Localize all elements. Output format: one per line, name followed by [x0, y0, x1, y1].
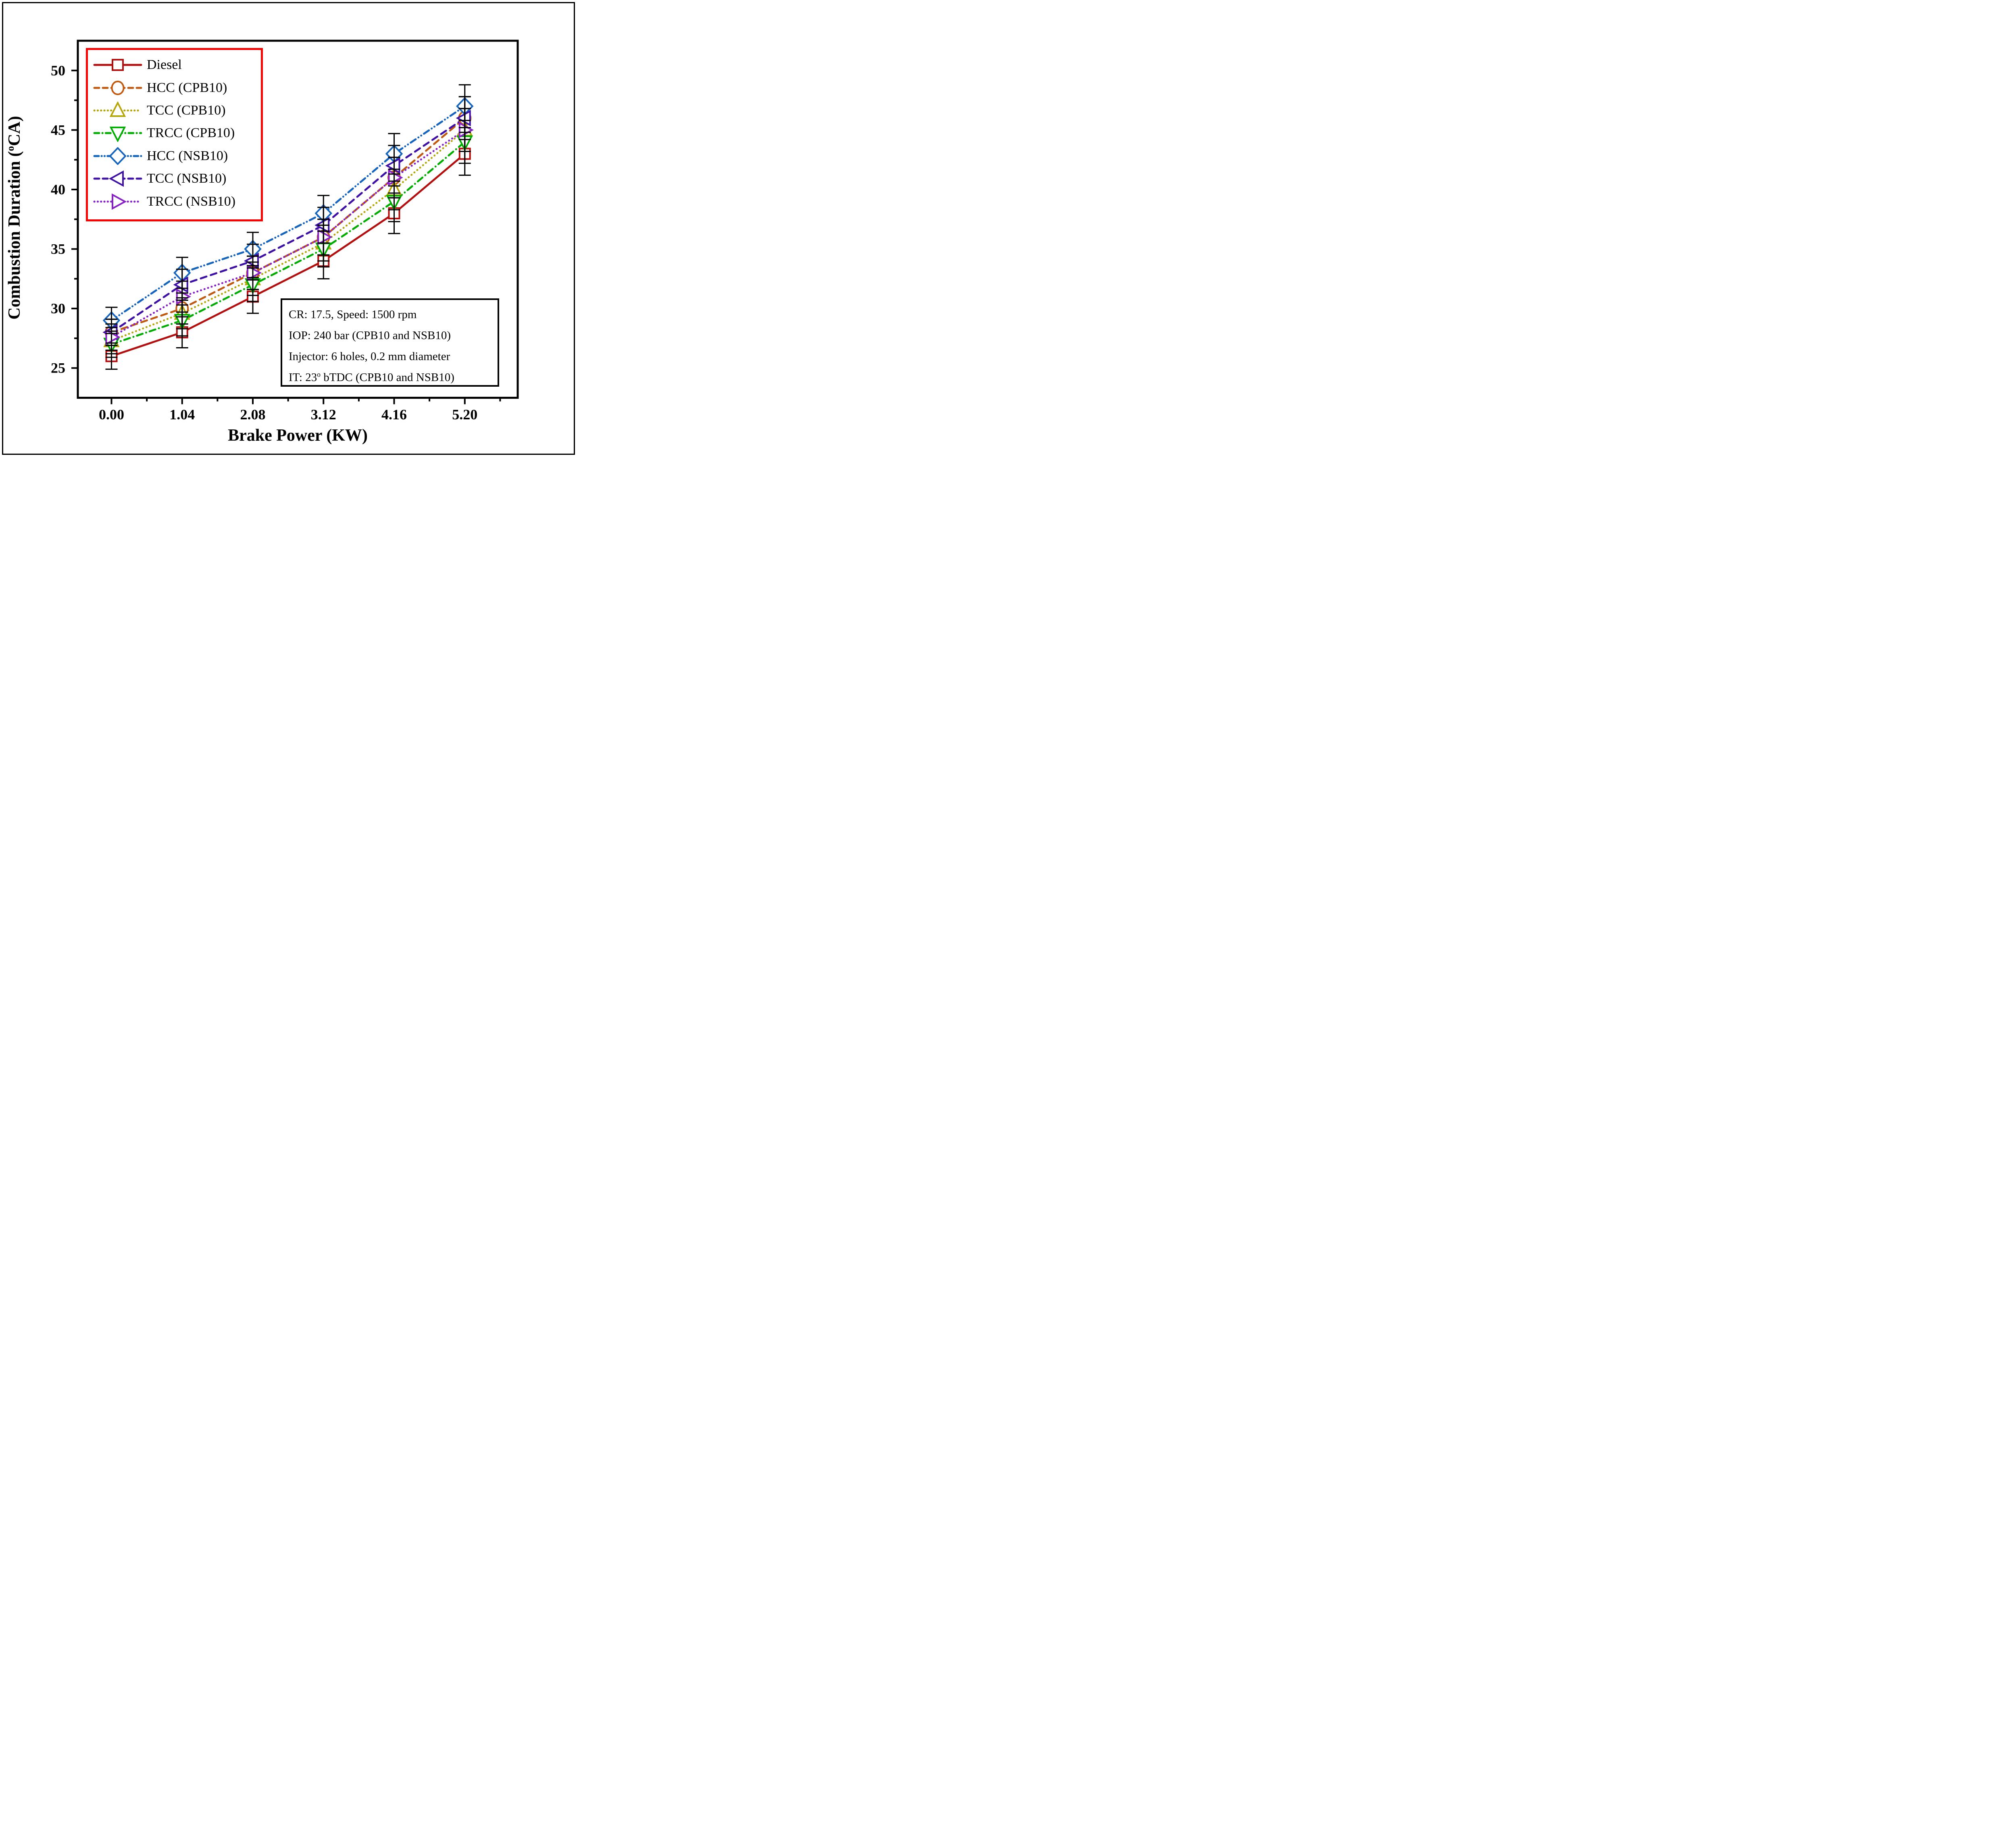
- legend-label: TRCC (NSB10): [147, 194, 236, 209]
- legend-item-4: TRCC (CPB10): [88, 122, 261, 144]
- legend-sample-triangle-left-icon: [93, 170, 142, 187]
- legend-sample-triangle-up-icon: [93, 101, 142, 117]
- legend-box: Diesel HCC (CPB10) TCC (CPB10) TRCC (CPB10)…: [86, 48, 263, 221]
- marker-triangle-right-x5.2: [458, 122, 474, 138]
- y-tick-label-50: 50: [51, 62, 65, 79]
- y-tick-label-35: 35: [51, 241, 65, 257]
- y-tick-label-45: 45: [51, 122, 65, 138]
- series-line-tcc-nsb10-: [110, 117, 466, 333]
- figure: 25 30 35 40 45 50 0.00 1.04 2.08 3.12 4.16 5.20 Die…: [0, 0, 577, 457]
- legend-sample-marker-circle-icon: [111, 80, 125, 95]
- annotation-superscript: o: [317, 370, 321, 379]
- legend-item-3: TCC (CPB10): [88, 99, 261, 122]
- y-axis-title-superscript: o: [5, 146, 16, 151]
- series-line-trcc-nsb10-: [110, 129, 466, 338]
- annotation-text: CR: 17.5, Speed: 1500 rpm: [289, 308, 417, 321]
- annotation-text: IT: 23: [289, 371, 317, 384]
- annotation-line-4: IT: 23o bTDC (CPB10 and NSB10): [289, 367, 498, 388]
- marker-triangle-right-x3.12: [317, 229, 333, 246]
- x-tick-label-5.20: 5.20: [452, 406, 477, 423]
- annotation-text: IOP: 240 bar (CPB10 and NSB10): [289, 329, 451, 342]
- annotation-text: Injector: 6 holes, 0.2 mm diameter: [289, 350, 450, 363]
- annotation-line-1: CR: 17.5, Speed: 1500 rpm: [289, 304, 498, 325]
- y-axis-title-text: Combustion Duration (: [5, 151, 24, 320]
- tick-labels: 25 30 35 40 45 50 0.00 1.04 2.08 3.12 4.16 5.20: [51, 62, 477, 423]
- legend-label: TRCC (CPB10): [147, 125, 235, 141]
- legend-label: TCC (CPB10): [147, 102, 226, 118]
- legend-label: TCC (NSB10): [147, 171, 227, 186]
- x-axis-title: Brake Power (KW): [228, 426, 368, 445]
- series-line-tcc-cpb10-: [110, 129, 466, 342]
- legend-sample-marker-triangle-down-icon: [109, 127, 126, 142]
- annotation-line-2: IOP: 240 bar (CPB10 and NSB10): [289, 325, 498, 346]
- error-bars: [105, 84, 471, 370]
- legend-sample-marker-square-icon: [112, 59, 124, 71]
- annotation-line-3: Injector: 6 holes, 0.2 mm diameter: [289, 346, 498, 367]
- legend-item-7: TRCC (NSB10): [88, 190, 261, 212]
- series-line-diesel: [110, 153, 466, 357]
- legend-sample-marker-diamond-icon: [109, 147, 127, 165]
- legend-sample-marker-triangle-left-icon: [108, 170, 124, 187]
- x-tick-label-1.04: 1.04: [169, 406, 195, 423]
- legend-sample-circle-icon: [93, 80, 142, 95]
- legend-label: HCC (NSB10): [147, 148, 228, 163]
- x-tick-label-0.00: 0.00: [99, 406, 124, 423]
- legend-sample-triangle-right-icon: [93, 193, 142, 210]
- chart-plot-area: 25 30 35 40 45 50 0.00 1.04 2.08 3.12 4.16 5.20: [51, 40, 519, 423]
- y-tick-label-40: 40: [51, 181, 65, 198]
- legend-sample-marker-triangle-up-icon: [109, 101, 126, 117]
- y-tick-label-30: 30: [51, 300, 65, 317]
- y-axis-title-unit: CA): [5, 116, 24, 146]
- legend-item-2: HCC (CPB10): [88, 76, 261, 99]
- annotation-text: bTDC (CPB10 and NSB10): [320, 371, 454, 384]
- legend-sample-diamond-icon: [93, 147, 142, 165]
- x-tick-label-4.16: 4.16: [381, 406, 407, 423]
- legend-sample-square-icon: [93, 59, 142, 71]
- marker-triangle-left-x2.08: [244, 252, 259, 269]
- legend-sample-marker-triangle-right-icon: [112, 193, 127, 210]
- series-line-hcc-nsb10-: [110, 105, 466, 322]
- series-lines: [110, 105, 466, 357]
- legend-item-6: TCC (NSB10): [88, 167, 261, 190]
- marker-triangle-right-x2.08: [247, 265, 262, 281]
- series-line-trcc-cpb10-: [110, 141, 466, 346]
- annotation-box: CR: 17.5, Speed: 1500 rpm IOP: 240 bar (C…: [281, 298, 499, 387]
- y-tick-label-25: 25: [51, 360, 65, 376]
- legend-item-5: HCC (NSB10): [88, 145, 261, 167]
- legend-label: HCC (CPB10): [147, 80, 227, 95]
- legend-sample-triangle-down-icon: [93, 127, 142, 142]
- x-tick-label-3.12: 3.12: [311, 406, 336, 423]
- figure-border: [2, 2, 575, 455]
- x-tick-label-2.08: 2.08: [240, 406, 266, 423]
- legend-item-1: Diesel: [88, 54, 261, 76]
- legend-label: Diesel: [147, 57, 182, 73]
- marker-triangle-left-x5.2: [456, 110, 471, 127]
- y-axis-title: Combustion Duration (oCA): [5, 36, 24, 399]
- axes: [71, 40, 519, 404]
